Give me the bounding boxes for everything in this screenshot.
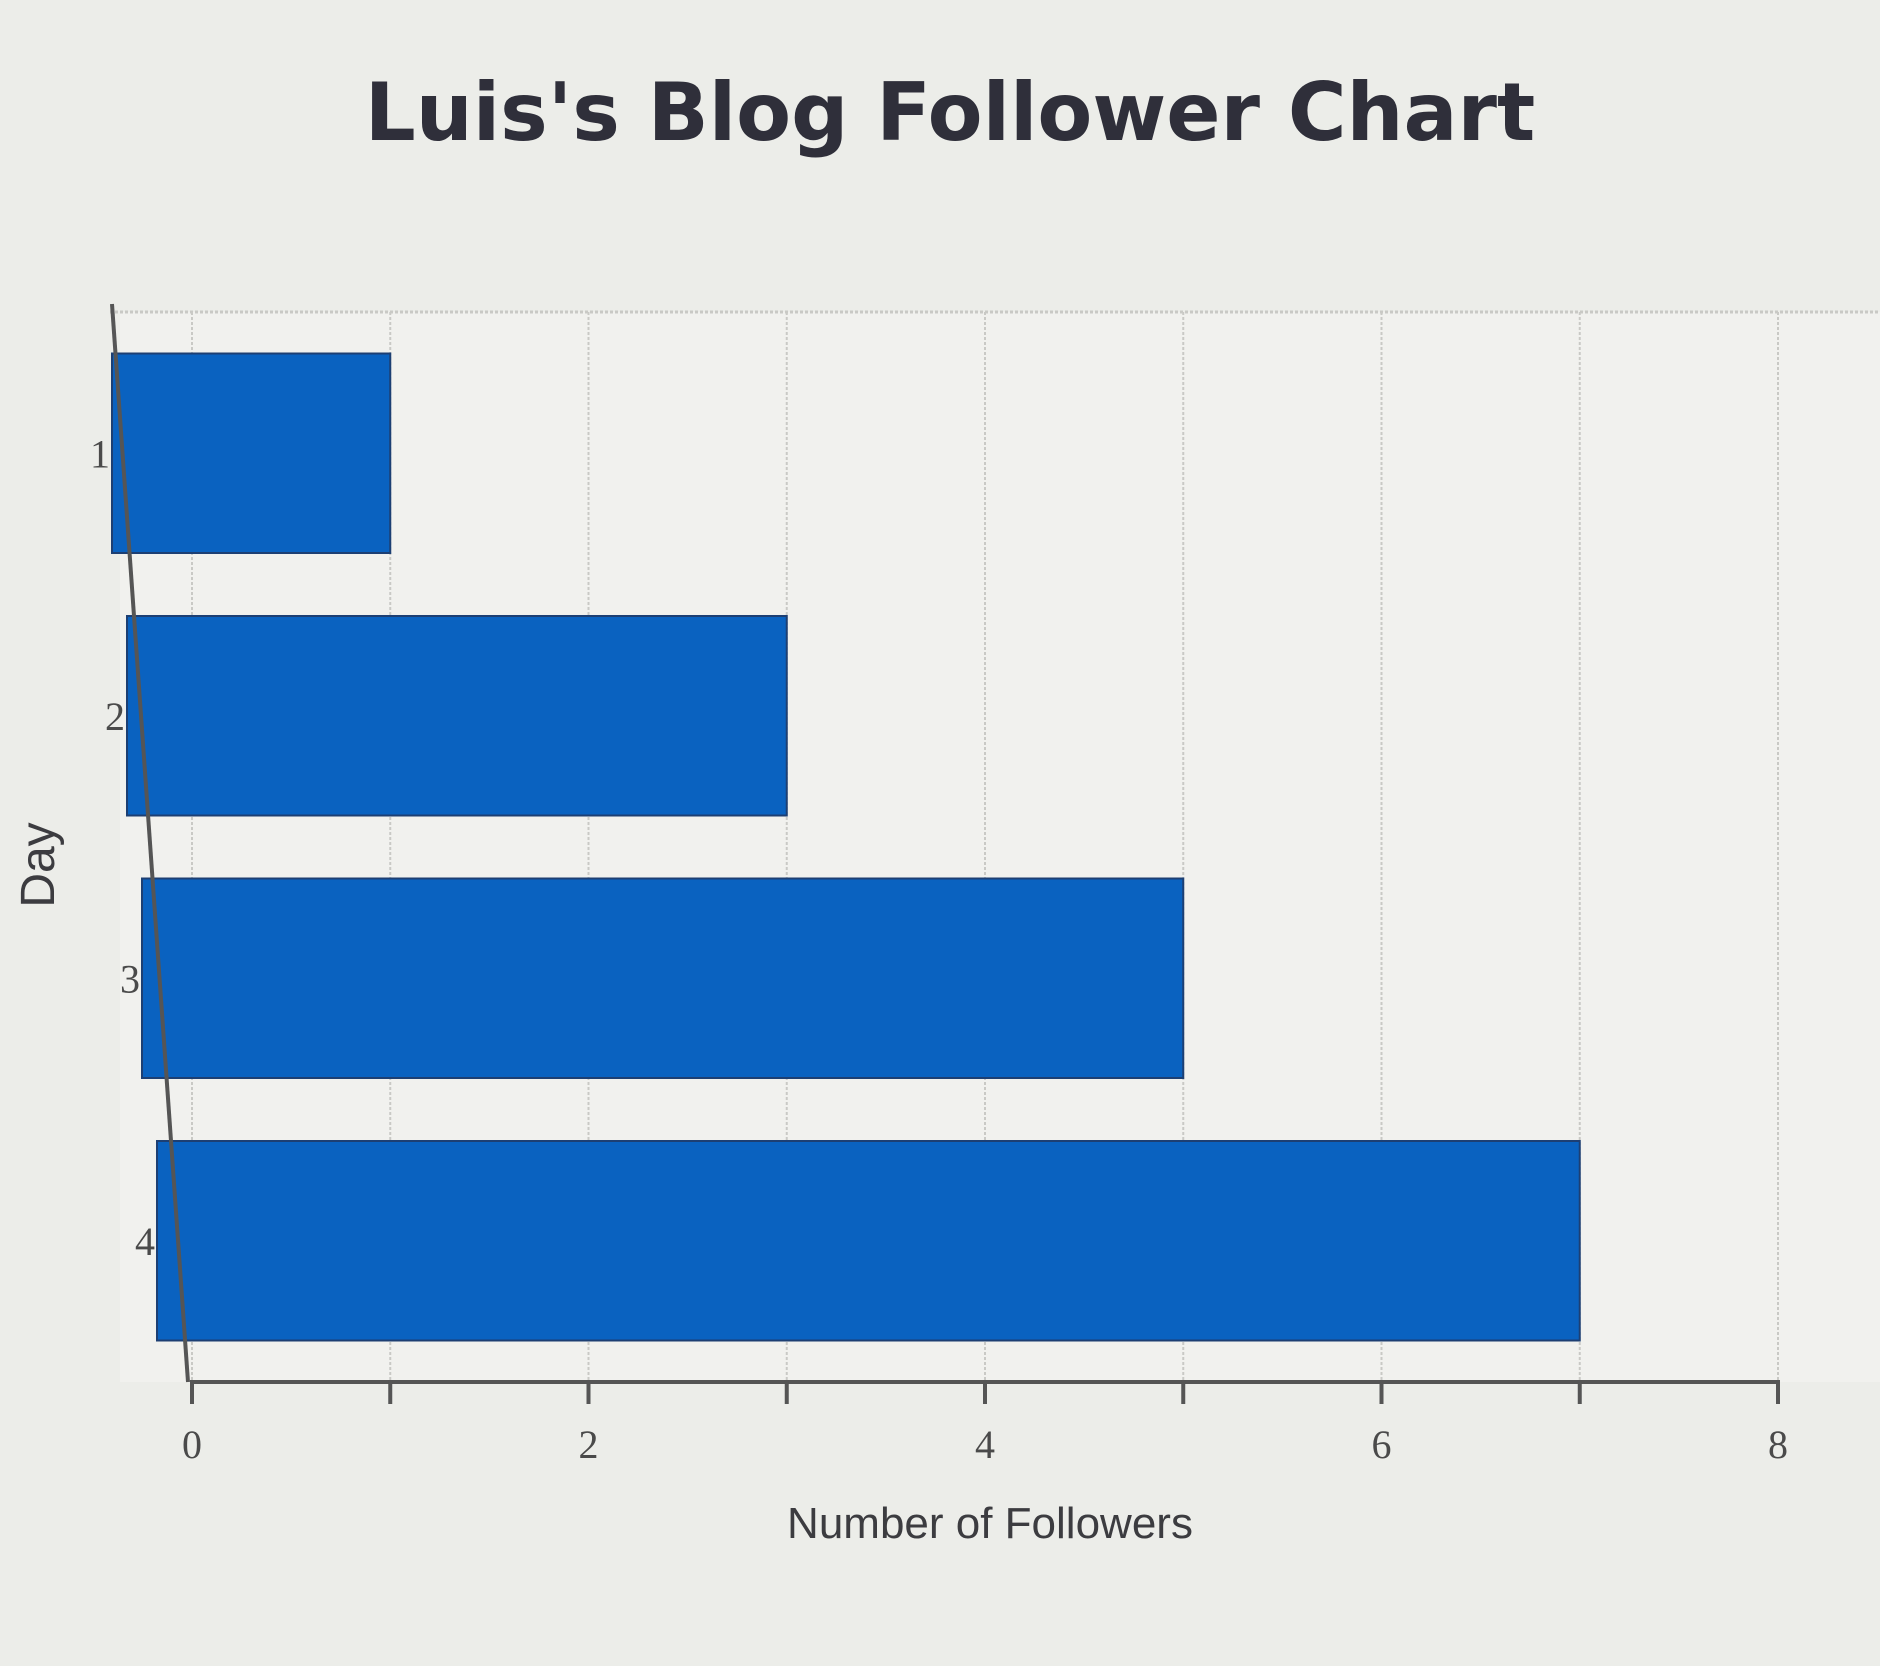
x-tick-label: 6 <box>1372 1422 1392 1467</box>
chart-title: Luis's Blog Follower Chart <box>365 66 1535 159</box>
tick-labels: 1 2 3 4 0 2 4 6 8 <box>90 431 1788 1467</box>
x-axis-title: Number of Followers <box>787 1499 1193 1548</box>
y-tick-label: 4 <box>135 1219 155 1264</box>
y-axis-title: Day <box>12 822 65 907</box>
x-tick-label: 2 <box>579 1422 599 1467</box>
x-tick-label: 8 <box>1768 1422 1788 1467</box>
y-axis-line <box>110 303 190 1383</box>
axes <box>110 303 1780 1404</box>
bars <box>111 352 1581 1342</box>
bar <box>126 615 788 817</box>
y-tick-label: 3 <box>120 956 140 1001</box>
bar <box>141 877 1185 1079</box>
x-tick-label: 4 <box>975 1422 995 1467</box>
y-tick-label: 1 <box>90 431 110 476</box>
y-tick-label: 2 <box>105 694 125 739</box>
x-tick-label: 0 <box>182 1422 202 1467</box>
bar <box>111 352 392 554</box>
bar <box>156 1140 1581 1342</box>
